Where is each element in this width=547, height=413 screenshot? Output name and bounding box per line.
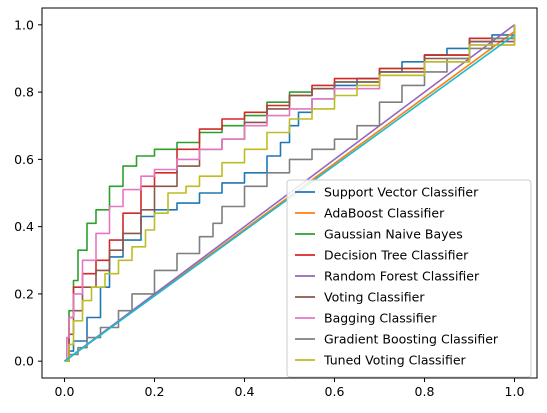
x-tick-label: 0.2 xyxy=(145,384,165,399)
x-tick-label: 0.0 xyxy=(55,384,75,399)
axes-frame xyxy=(41,7,538,379)
x-tick-label: 0.4 xyxy=(235,384,255,399)
series-line-6 xyxy=(64,24,516,363)
y-tick-label: 0.2 xyxy=(14,286,34,301)
legend-label: Voting Classifier xyxy=(324,290,425,305)
y-tick-label: 0.0 xyxy=(14,354,34,369)
series-line-8 xyxy=(64,24,516,363)
y-tick-label: 1.0 xyxy=(14,17,34,32)
legend-label: Random Forest Classifier xyxy=(324,269,480,284)
x-tick-label: 1.0 xyxy=(505,384,525,399)
legend-label: AdaBoost Classifier xyxy=(324,206,445,221)
y-tick-label: 0.6 xyxy=(14,152,34,167)
legend-label: Gaussian Naive Bayes xyxy=(324,227,463,242)
legend-label: Support Vector Classifier xyxy=(324,185,479,200)
legend-label: Decision Tree Classifier xyxy=(324,248,469,263)
legend-box xyxy=(286,179,532,378)
y-axis: 0.0 0.2 0.4 0.6 0.8 1.0 xyxy=(14,17,42,369)
legend-label: Tuned Voting Classifier xyxy=(323,353,467,368)
legend-label: Bagging Classifier xyxy=(324,311,437,326)
y-tick-label: 0.4 xyxy=(14,219,34,234)
x-axis: 0.0 0.2 0.4 0.6 0.8 1.0 xyxy=(55,378,525,399)
legend-label: Gradient Boosting Classifier xyxy=(324,332,499,347)
legend: Support Vector Classifier AdaBoost Classi… xyxy=(286,179,532,378)
x-tick-label: 0.6 xyxy=(325,384,345,399)
y-tick-label: 0.8 xyxy=(14,85,34,100)
x-tick-label: 0.8 xyxy=(415,384,435,399)
